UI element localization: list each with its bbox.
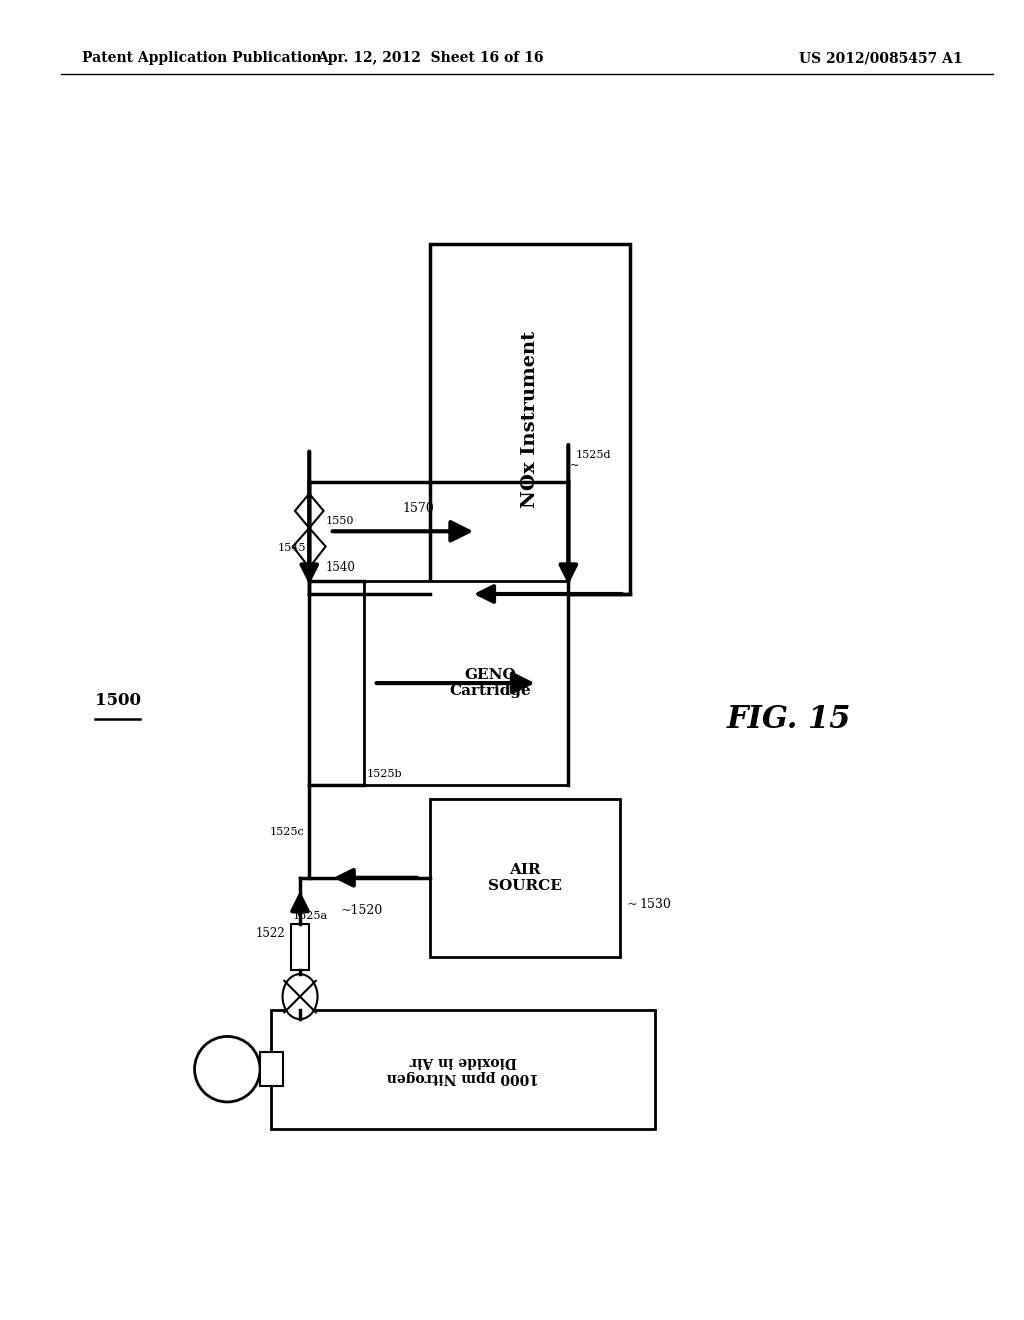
Text: 1570: 1570 — [402, 502, 434, 515]
Bar — [260, 1052, 283, 1086]
Text: 1540: 1540 — [326, 561, 355, 574]
Text: Patent Application Publication: Patent Application Publication — [82, 51, 322, 65]
Polygon shape — [295, 494, 324, 528]
Bar — [430, 799, 620, 957]
Text: 1550: 1550 — [326, 516, 354, 527]
Text: 1000 ppm Nitrogen
Dioxide in Air: 1000 ppm Nitrogen Dioxide in Air — [387, 1055, 540, 1084]
Bar — [271, 1010, 655, 1129]
Text: 1525b: 1525b — [367, 768, 402, 779]
Text: 1530: 1530 — [639, 898, 671, 911]
Bar — [364, 581, 568, 785]
Text: ~: ~ — [627, 898, 637, 911]
Text: ~: ~ — [570, 461, 580, 471]
Text: 1525c: 1525c — [269, 826, 304, 837]
Text: FIG. 15: FIG. 15 — [726, 704, 851, 735]
Bar — [291, 924, 309, 970]
Text: 1522: 1522 — [256, 928, 286, 940]
Text: 1525d: 1525d — [575, 450, 611, 461]
Polygon shape — [293, 528, 326, 568]
Text: NOx Instrument: NOx Instrument — [521, 330, 539, 508]
Text: GENO
Cartridge: GENO Cartridge — [450, 668, 531, 698]
Ellipse shape — [195, 1036, 260, 1102]
Text: AIR
SOURCE: AIR SOURCE — [487, 863, 562, 892]
Text: US 2012/0085457 A1: US 2012/0085457 A1 — [799, 51, 963, 65]
Text: 1545: 1545 — [278, 543, 306, 553]
Bar — [430, 244, 630, 594]
Text: ~1520: ~1520 — [341, 904, 383, 917]
Text: 1525a: 1525a — [293, 911, 328, 921]
Circle shape — [283, 974, 317, 1019]
Text: Apr. 12, 2012  Sheet 16 of 16: Apr. 12, 2012 Sheet 16 of 16 — [316, 51, 544, 65]
Text: 1500: 1500 — [95, 692, 140, 709]
